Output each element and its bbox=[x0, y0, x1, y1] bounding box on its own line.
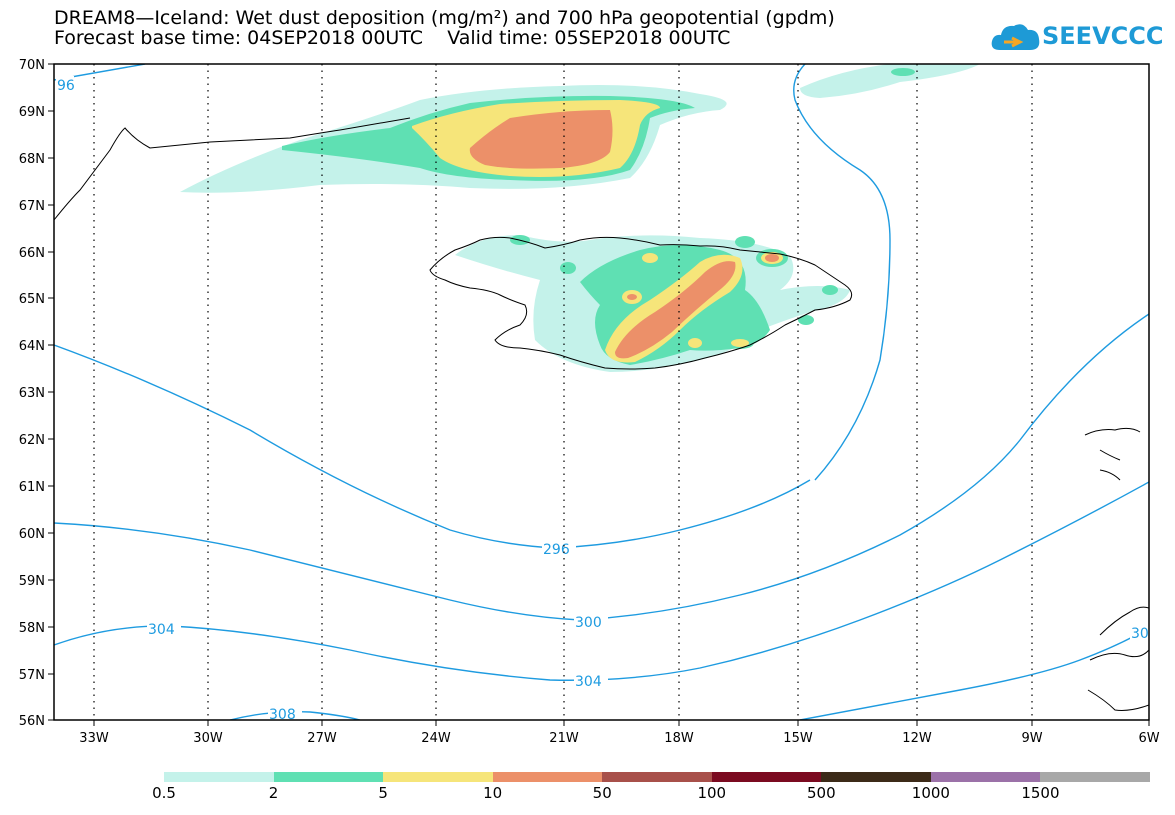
legend-swatch bbox=[1040, 772, 1151, 782]
scotland-coast bbox=[1087, 606, 1149, 711]
lon-label: 12W bbox=[902, 731, 932, 746]
map-title: DREAM8—Iceland: Wet dust deposition (mg/… bbox=[54, 7, 835, 29]
lat-label: 61N bbox=[19, 480, 45, 495]
lat-label: 69N bbox=[19, 105, 45, 120]
greenland-coast bbox=[54, 117, 411, 221]
contour-300 bbox=[54, 313, 1149, 621]
contour-label: 296 bbox=[543, 542, 570, 558]
lat-ticks bbox=[48, 63, 54, 721]
lat-label: 66N bbox=[19, 246, 45, 261]
contour-296 bbox=[54, 344, 811, 549]
contour-label: 300 bbox=[575, 615, 602, 631]
iceland-coast bbox=[429, 236, 853, 370]
dust-field-0.5-ne bbox=[800, 64, 980, 98]
logo-text: SEEVCCC bbox=[1042, 22, 1164, 50]
contour-296-east bbox=[793, 64, 891, 481]
lat-labels: 70N 69N 68N 67N 66N 65N 64N 63N 62N 61N … bbox=[19, 58, 45, 729]
lat-label: 56N bbox=[19, 714, 45, 729]
map-subtitle: Forecast base time: 04SEP2018 00UTC Vali… bbox=[54, 27, 731, 49]
geopotential-contours bbox=[54, 64, 1149, 720]
contour-308 bbox=[229, 711, 361, 720]
contour-label: 30 bbox=[1131, 626, 1149, 642]
lon-label: 24W bbox=[421, 731, 451, 746]
lon-label: 9W bbox=[1021, 731, 1042, 746]
legend-label: 0.5 bbox=[152, 784, 176, 802]
legend-swatch bbox=[273, 772, 384, 782]
legend-swatch bbox=[821, 772, 932, 782]
lon-label: 33W bbox=[79, 731, 109, 746]
graticule bbox=[93, 64, 1033, 720]
contour-304 bbox=[54, 481, 1149, 681]
lat-label: 65N bbox=[19, 292, 45, 307]
dust-field-10 bbox=[469, 110, 613, 169]
contour-304-se bbox=[799, 627, 1149, 720]
lon-label: 15W bbox=[783, 731, 813, 746]
legend-swatch bbox=[711, 772, 822, 782]
lat-label: 63N bbox=[19, 386, 45, 401]
legend-swatch bbox=[164, 772, 275, 782]
lon-label: 30W bbox=[193, 731, 223, 746]
lat-label: 68N bbox=[19, 152, 45, 167]
legend-label: 5 bbox=[378, 784, 388, 802]
lon-label: 18W bbox=[664, 731, 694, 746]
contour-label: 304 bbox=[575, 674, 602, 690]
contour-labels: 96 296 300 304 304 308 30 bbox=[56, 76, 1149, 723]
legend-label: 500 bbox=[807, 784, 836, 802]
lon-ticks bbox=[93, 720, 1150, 726]
lat-label: 58N bbox=[19, 621, 45, 636]
lat-label: 62N bbox=[19, 433, 45, 448]
legend-label: 100 bbox=[697, 784, 727, 802]
dust-field-iceland-10 bbox=[615, 261, 736, 359]
legend-label: 1000 bbox=[911, 784, 950, 802]
lat-label: 60N bbox=[19, 527, 45, 542]
legend-label: 2 bbox=[268, 784, 279, 802]
lat-label: 57N bbox=[19, 668, 45, 683]
legend-label: 10 bbox=[483, 784, 503, 802]
color-legend bbox=[164, 772, 1151, 782]
legend-label: 1500 bbox=[1021, 784, 1060, 802]
lat-label: 70N bbox=[19, 58, 45, 73]
contour-label: 308 bbox=[269, 707, 296, 723]
contour-label: 96 bbox=[57, 78, 75, 94]
legend-swatch bbox=[930, 772, 1041, 782]
lon-label: 27W bbox=[307, 731, 337, 746]
lat-label: 67N bbox=[19, 199, 45, 214]
lat-label: 64N bbox=[19, 339, 45, 354]
lat-label: 59N bbox=[19, 574, 45, 589]
cloud-icon bbox=[991, 24, 1040, 50]
lon-label: 6W bbox=[1138, 731, 1159, 746]
legend-swatch bbox=[492, 772, 603, 782]
legend-swatch bbox=[383, 772, 494, 782]
legend-label: 50 bbox=[592, 784, 612, 802]
legend-swatch bbox=[602, 772, 713, 782]
faroe-shetland-coast bbox=[1084, 427, 1141, 481]
lon-labels: 33W 30W 27W 24W 21W 18W 15W 12W 9W 6W bbox=[79, 731, 1159, 746]
contour-label: 304 bbox=[148, 622, 175, 638]
coastlines bbox=[54, 117, 1149, 711]
dust-fields bbox=[180, 64, 980, 372]
seevccc-logo: SEEVCCC bbox=[990, 16, 1164, 58]
lon-label: 21W bbox=[549, 731, 579, 746]
